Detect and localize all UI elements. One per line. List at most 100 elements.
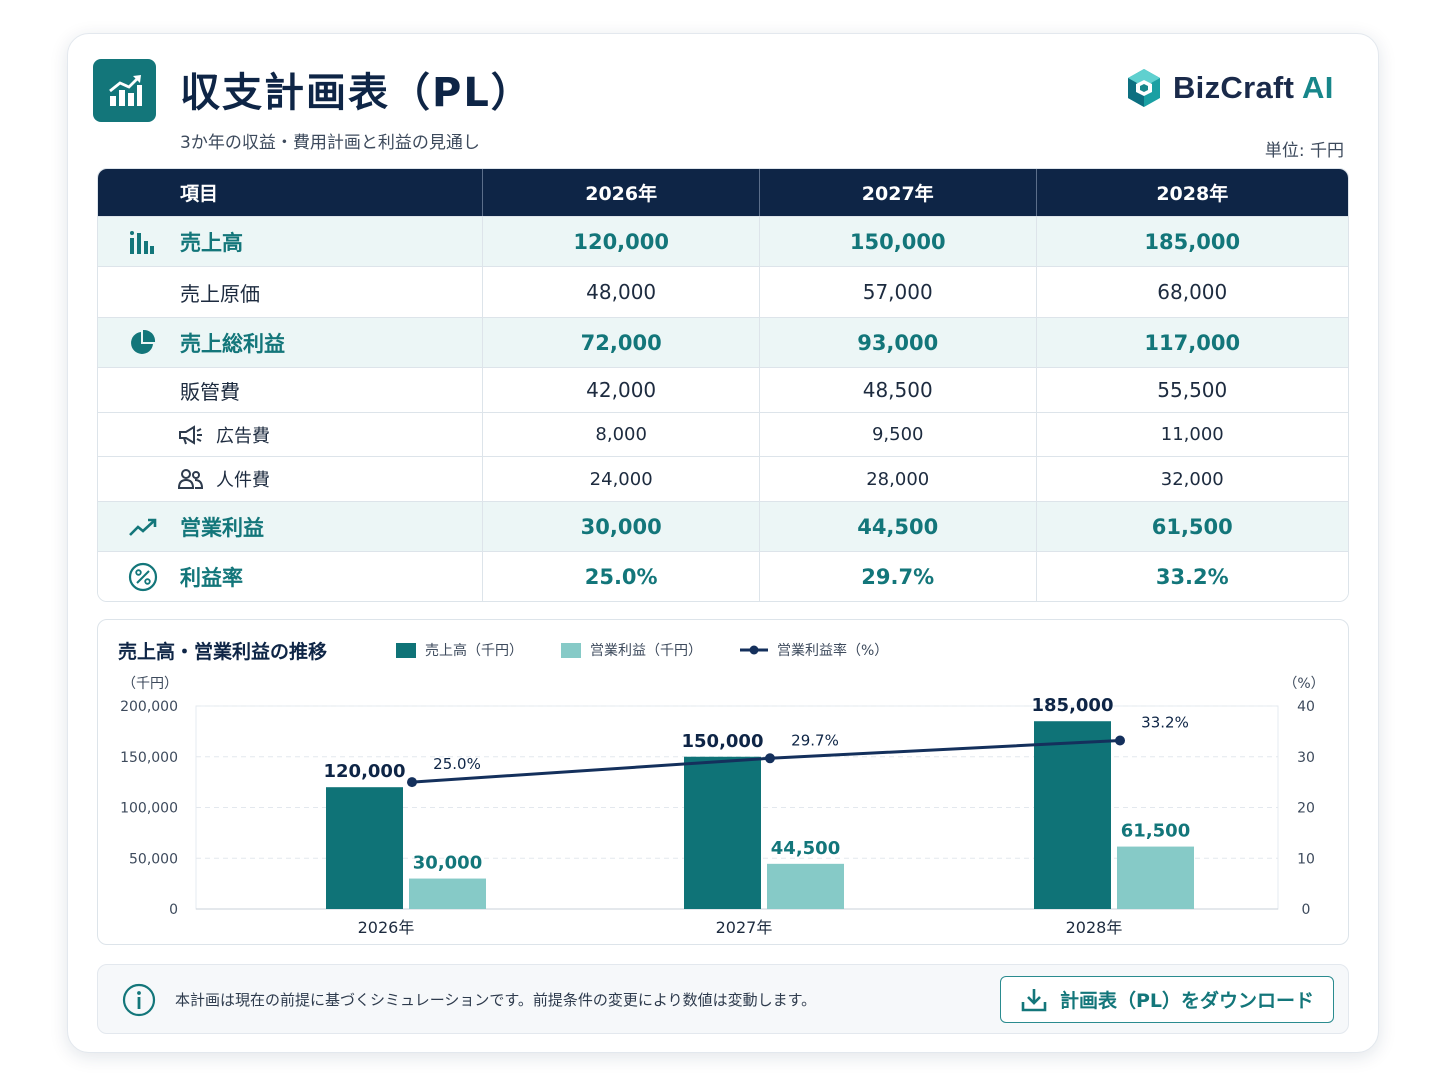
trend-chart: 売上高・営業利益の推移 売上高（千円） 営業利益（千円） 営業利益率（%） 20… (97, 619, 1349, 945)
row-label-sga: 販管費 (98, 367, 484, 412)
download-pl-button[interactable]: 計画表（PL）をダウンロード (1000, 976, 1334, 1023)
cell-advertising-2027: 9,500 (759, 412, 1037, 456)
bar-label-sales: 150,000 (682, 731, 764, 752)
cell-gross-profit-2026: 72,000 (483, 317, 760, 367)
bar-sales (326, 787, 403, 909)
legend-item-sales: 売上高（千円） (396, 640, 523, 660)
cell-sales-2027: 150,000 (759, 216, 1037, 266)
x-tick-label: 2026年 (358, 918, 415, 937)
column-header-2027: 2027年 (759, 169, 1037, 216)
y-tick-label: 150,000 (120, 750, 178, 766)
download-icon (1021, 988, 1047, 1011)
cell-sales-2028: 185,000 (1036, 216, 1348, 266)
y-axis-label: （千円） (122, 676, 178, 692)
bar-label-operating-profit: 30,000 (413, 853, 482, 874)
y2-tick-label: 10 (1297, 851, 1315, 867)
cell-profit-margin-2026: 25.0% (483, 551, 760, 601)
brand-suffix: AI (1302, 70, 1334, 105)
margin-label: 25.0% (433, 755, 481, 773)
cell-cogs-2027: 57,000 (759, 266, 1037, 317)
row-label-advertising: 広告費 (216, 425, 270, 447)
pl-card: 収支計画表（PL） 3か年の収益・費用計画と利益の見通し BizCraft AI… (67, 33, 1379, 1053)
margin-label: 33.2% (1141, 714, 1189, 732)
legend-item-operating-profit: 営業利益（千円） (561, 640, 702, 660)
y2-axis-label: （%） (1283, 676, 1324, 692)
bar-operating-profit (767, 863, 844, 909)
cell-sales-2026: 120,000 (483, 216, 760, 266)
cell-personnel-2026: 24,000 (483, 456, 760, 501)
table-row-sales: 売上高 120,000 150,000 185,000 (98, 216, 1348, 266)
bar-sales (1034, 721, 1111, 909)
cell-personnel-2028: 32,000 (1036, 456, 1348, 501)
cell-sga-2026: 42,000 (483, 367, 760, 412)
y2-tick-label: 20 (1297, 801, 1315, 817)
bar-sales (684, 756, 761, 909)
legend-label-sales: 売上高（千円） (425, 643, 523, 659)
y-tick-label: 200,000 (120, 699, 178, 715)
chart-plot: 200,000 40 150,000 30 100,000 20 50,000 10 0 0 （千円… (120, 676, 1325, 937)
cell-gross-profit-2027: 93,000 (759, 317, 1037, 367)
bar-label-sales: 185,000 (1032, 695, 1114, 716)
y-tick-label: 0 (169, 902, 178, 918)
legend-swatch-margin (740, 645, 768, 655)
table-row-gross-profit: 売上総利益 72,000 93,000 117,000 (98, 317, 1348, 367)
percent-icon (128, 562, 158, 592)
y2-tick-label: 30 (1297, 750, 1315, 766)
info-icon (122, 983, 156, 1021)
page-title: 収支計画表（PL） (180, 70, 533, 116)
row-label-gross-profit: 売上総利益 (180, 331, 285, 356)
download-button-label: 計画表（PL）をダウンロード (1059, 990, 1315, 1012)
chart-title: 売上高・営業利益の推移 (118, 641, 328, 663)
cell-personnel-2027: 28,000 (759, 456, 1037, 501)
bar-label-operating-profit: 44,500 (771, 838, 840, 859)
legend-item-margin: 営業利益率（%） (740, 640, 888, 660)
y-tick-label: 100,000 (120, 801, 178, 817)
margin-point (407, 777, 417, 788)
y2-tick-label: 40 (1297, 699, 1315, 715)
table-row-sga: 販管費 42,000 48,500 55,500 (98, 367, 1348, 412)
notice-bar: 本計画は現在の前提に基づくシミュレーションです。前提条件の変更により数値は変動し… (97, 964, 1349, 1034)
legend-swatch-sales (396, 642, 416, 658)
page-subtitle: 3か年の収益・費用計画と利益の見通し (180, 133, 480, 153)
legend-swatch-operating-profit (561, 642, 581, 658)
cell-advertising-2028: 11,000 (1036, 412, 1348, 456)
cell-profit-margin-2027: 29.7% (759, 551, 1037, 601)
brand-logo: BizCraft AI (1125, 68, 1334, 108)
row-label-profit-margin: 利益率 (180, 565, 243, 590)
table-row-profit-margin: 利益率 25.0% 29.7% 33.2% (98, 551, 1348, 601)
cell-gross-profit-2028: 117,000 (1036, 317, 1348, 367)
x-tick-label: 2028年 (1066, 918, 1123, 937)
row-label-cogs: 売上原価 (98, 266, 484, 317)
row-label-sales: 売上高 (180, 230, 243, 255)
bar-label-operating-profit: 61,500 (1121, 821, 1190, 842)
cell-operating-profit-2028: 61,500 (1036, 501, 1348, 551)
pl-table: 項目 2026年 2027年 2028年 売上高 120,000 150,000… (97, 168, 1349, 602)
bar-operating-profit (1117, 846, 1194, 909)
column-header-item: 項目 (98, 169, 484, 216)
row-label-operating-profit: 営業利益 (180, 515, 264, 540)
y-tick-label: 50,000 (129, 851, 178, 867)
cell-cogs-2026: 48,000 (483, 266, 760, 317)
margin-line (411, 739, 1121, 784)
megaphone-icon (178, 424, 204, 446)
bar-operating-profit (409, 878, 486, 909)
cell-profit-margin-2028: 33.2% (1036, 551, 1348, 601)
unit-label: 単位: 千円 (1264, 141, 1344, 161)
people-icon (178, 468, 204, 490)
legend-label-margin: 営業利益率（%） (777, 643, 889, 659)
trend-up-icon (128, 517, 158, 537)
bizcraft-logo-icon (1128, 69, 1160, 107)
bar-label-sales: 120,000 (324, 761, 406, 782)
column-header-2028: 2028年 (1036, 169, 1348, 216)
notice-text: 本計画は現在の前提に基づくシミュレーションです。前提条件の変更により数値は変動し… (175, 991, 817, 1009)
table-row-personnel: 人件費 24,000 28,000 32,000 (98, 456, 1348, 501)
cell-advertising-2026: 8,000 (483, 412, 760, 456)
pie-chart-icon (128, 329, 156, 357)
cell-cogs-2028: 68,000 (1036, 266, 1348, 317)
table-header-row: 項目 2026年 2027年 2028年 (98, 169, 1348, 216)
margin-point (765, 753, 775, 764)
brand-name: BizCraft (1173, 70, 1295, 105)
column-header-2026: 2026年 (483, 169, 760, 216)
cell-sga-2028: 55,500 (1036, 367, 1348, 412)
table-row-advertising: 広告費 8,000 9,500 11,000 (98, 412, 1348, 456)
